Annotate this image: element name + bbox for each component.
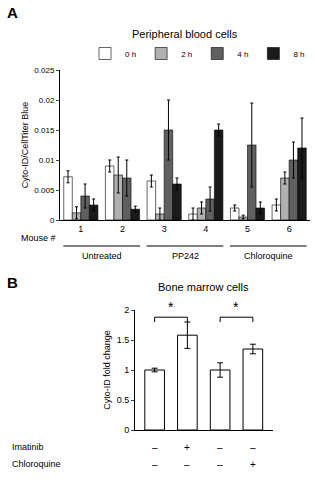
svg-text:0.005: 0.005 (34, 186, 55, 195)
svg-text:Cyto-ID fold change: Cyto-ID fold change (102, 330, 112, 410)
svg-text:*: * (233, 299, 239, 315)
svg-text:Untreated: Untreated (82, 251, 122, 261)
svg-text:Bone marrow cells: Bone marrow cells (158, 281, 249, 293)
svg-text:5: 5 (245, 224, 250, 234)
svg-text:B: B (7, 274, 18, 291)
svg-text:–: – (217, 442, 223, 453)
svg-text:Cyto-ID/CellTiter Blue: Cyto-ID/CellTiter Blue (20, 102, 30, 189)
svg-text:–: – (152, 442, 158, 453)
svg-text:*: * (168, 299, 174, 315)
svg-text:0 h: 0 h (125, 50, 136, 59)
svg-text:0: 0 (50, 216, 55, 225)
svg-text:2: 2 (120, 224, 125, 234)
svg-text:0.5: 0.5 (117, 395, 130, 405)
svg-text:–: – (184, 459, 190, 470)
svg-text:1.5: 1.5 (117, 335, 130, 345)
svg-text:0.015: 0.015 (34, 126, 55, 135)
svg-text:Chloroquine: Chloroquine (12, 459, 61, 469)
svg-text:1: 1 (78, 224, 83, 234)
svg-text:–: – (152, 459, 158, 470)
svg-text:A: A (7, 4, 18, 21)
svg-text:Mouse #: Mouse # (21, 233, 56, 243)
svg-text:8 h: 8 h (293, 50, 304, 59)
svg-text:0: 0 (124, 425, 129, 435)
svg-text:0.025: 0.025 (34, 66, 55, 75)
svg-text:PP242: PP242 (172, 251, 199, 261)
svg-text:–: – (217, 459, 223, 470)
svg-text:0.01: 0.01 (39, 156, 55, 165)
svg-text:0.02: 0.02 (39, 96, 55, 105)
svg-text:+: + (184, 442, 190, 453)
svg-text:6: 6 (287, 224, 292, 234)
svg-text:Peripheral blood cells: Peripheral blood cells (132, 28, 238, 40)
svg-text:Imatinib: Imatinib (12, 442, 44, 452)
svg-text:Chloroquine: Chloroquine (244, 251, 293, 261)
svg-text:3: 3 (162, 224, 167, 234)
svg-text:4 h: 4 h (237, 50, 248, 59)
svg-text:–: – (250, 442, 256, 453)
svg-text:2 h: 2 h (181, 50, 192, 59)
svg-text:2: 2 (124, 305, 129, 315)
svg-text:1: 1 (124, 365, 129, 375)
svg-text:+: + (250, 459, 256, 470)
svg-text:4: 4 (203, 224, 208, 234)
